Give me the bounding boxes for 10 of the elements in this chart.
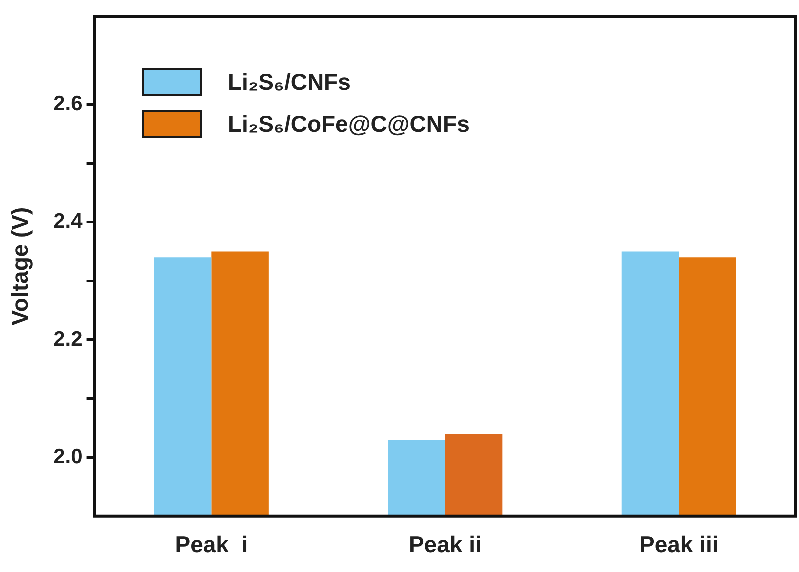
x-tick-label: Peak iii [639,532,719,558]
y-tick-label: 2.0 [54,445,83,468]
legend-label: Li₂S₆/CNFs [228,68,351,96]
y-tick-label: 2.4 [54,210,84,234]
y-axis-title: Voltage (V) [7,207,34,326]
y-tick-label: 2.2 [54,328,83,351]
x-tick-label: Peak i [175,532,248,558]
y-tick-label: 2.6 [54,92,83,116]
x-tick-label: Peak ii [408,532,482,558]
legend-label: Li₂S₆/CoFe@C@CNFs [228,110,470,138]
